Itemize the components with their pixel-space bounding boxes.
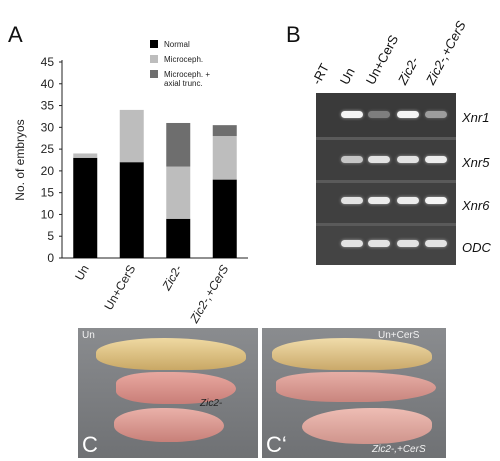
y-tick-label: 25 (41, 142, 55, 156)
y-tick-label: 5 (47, 229, 54, 243)
lane-label: -RT (308, 61, 333, 87)
y-tick-label: 45 (41, 55, 55, 69)
gel-band (425, 111, 447, 118)
bar-1-2 (166, 166, 191, 219)
legend-swatch-0 (150, 40, 158, 48)
bar-0-2 (166, 218, 191, 258)
bar-1-0 (73, 153, 98, 158)
y-tick-label: 30 (41, 120, 55, 134)
photo-c-prime-label-top: Un+CerS (378, 330, 419, 341)
panel-b-letter: B (286, 22, 301, 47)
x-tick-label: Zic2-,+CerS (187, 263, 232, 327)
gene-label-xnr6: Xnr6 (462, 198, 490, 213)
bar-1-1 (119, 109, 144, 163)
y-tick-label: 10 (41, 207, 55, 221)
lane-label: Zic2- (394, 54, 422, 87)
stacked-bar-chart: 0 5 10 15 20 25 30 35 40 45 No. of embryos Un Un+Ce… (13, 40, 248, 327)
lane-label: Zic2-,+CerS (422, 18, 469, 87)
gel-band (368, 111, 390, 118)
gel-band (341, 111, 363, 118)
embryo-pink-1 (116, 372, 236, 404)
gel-band (425, 197, 447, 204)
legend-label-0: Normal (164, 40, 190, 49)
bar-0-1 (119, 162, 144, 258)
legend-label-1: Microceph. (164, 55, 203, 64)
gel-band (368, 240, 390, 247)
bar-0-3 (212, 179, 237, 258)
y-tick-label: 20 (41, 164, 55, 178)
gel-image (316, 93, 456, 265)
y-tick-label: 40 (41, 77, 55, 91)
gene-label-xnr1: Xnr1 (462, 110, 490, 125)
bar-1-3 (212, 136, 237, 180)
bar-2-2 (166, 122, 191, 167)
y-tick-label: 15 (41, 186, 55, 200)
gel-band (341, 240, 363, 247)
photo-c-prime-letter: C‘ (266, 432, 287, 457)
gene-label-odc: ODC (462, 240, 491, 255)
photo-c-letter: C (82, 432, 98, 457)
photo-c-label-zic2: Zic2- (200, 398, 223, 409)
panel-a-letter: A (8, 22, 23, 47)
y-tick-label: 35 (41, 99, 55, 113)
y-tick-label: 0 (47, 251, 54, 265)
gel-band (368, 197, 390, 204)
legend-swatch-2 (150, 70, 158, 78)
embryo-photo-c-prime: Un+CerS Zic2-,+CerS C‘ (262, 328, 446, 458)
x-tick-label: Un+CerS (101, 263, 138, 313)
gel-band (397, 240, 419, 247)
gel-band (397, 197, 419, 204)
legend-label-2: Microceph. + (164, 70, 210, 79)
x-tick-label: Zic2- (159, 263, 185, 294)
x-tick-label: Un (72, 263, 92, 283)
legend-swatch-1 (150, 55, 158, 63)
gel-band (368, 156, 390, 163)
photo-c-prime-label-top-text: Un+CerS (378, 330, 420, 341)
gel-band (425, 240, 447, 247)
embryo-photo-c: Un Zic2- C (78, 328, 258, 458)
tadpole-yellow (96, 338, 246, 370)
embryo-pink-2 (114, 408, 224, 442)
photo-c-label-un: Un (82, 330, 95, 341)
embryo-pink-4 (302, 408, 432, 444)
gel-band (425, 156, 447, 163)
bar-0-0 (73, 157, 98, 258)
tadpole-yellow-2 (272, 338, 432, 370)
embryo-pink-3 (276, 372, 436, 402)
lane-label: Un (336, 65, 358, 87)
gene-label-xnr5: Xnr5 (462, 155, 490, 170)
gel-band (397, 156, 419, 163)
bar-2-3 (212, 125, 237, 137)
photo-c-prime-label-bottom: Zic2-,+CerS (372, 444, 426, 455)
y-axis-label: No. of embryos (13, 119, 27, 200)
gel-band (341, 197, 363, 204)
gel-band (397, 111, 419, 118)
gel-band (341, 156, 363, 163)
legend-label-2: axial trunc. (164, 79, 203, 88)
